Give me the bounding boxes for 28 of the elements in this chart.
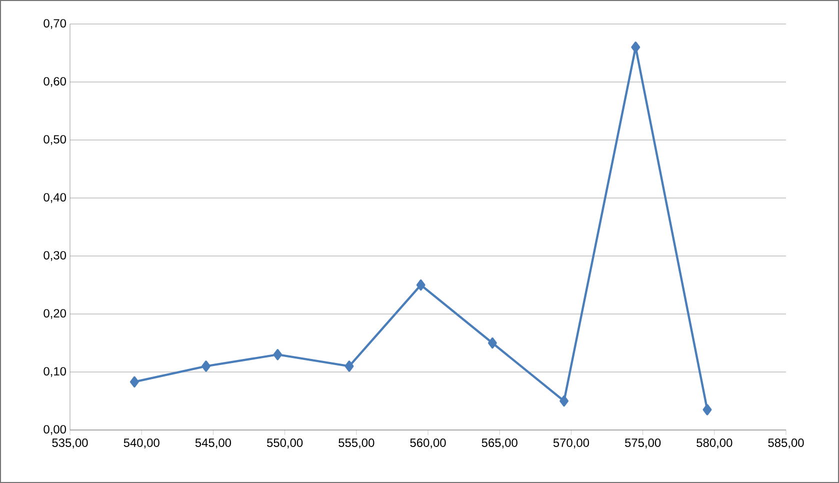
x-tick-label: 560,00	[410, 438, 446, 448]
point	[273, 349, 282, 360]
y-tick-label: 0,40	[44, 193, 66, 203]
y-tick-label: 0,30	[44, 251, 66, 261]
point	[560, 395, 568, 407]
point	[130, 376, 139, 388]
x-tick-label: 555,00	[338, 438, 374, 448]
point	[631, 42, 640, 53]
x-tick-label: 585,00	[768, 438, 804, 448]
point	[702, 404, 712, 416]
x-tick-label: 570,00	[553, 438, 590, 448]
x-tick-label: 575,00	[625, 438, 661, 448]
y-tick-label: 0,60	[44, 77, 66, 87]
x-tick-label: 545,00	[195, 438, 232, 448]
point	[344, 360, 354, 372]
x-tick-label: 580,00	[696, 438, 732, 448]
x-tick-label: 550,00	[267, 438, 303, 448]
point	[416, 279, 426, 291]
y-tick-label: 0,10	[44, 367, 66, 377]
y-tick-label: 0,00	[44, 425, 66, 435]
y-tick-label: 0,20	[44, 309, 66, 319]
point	[202, 360, 210, 372]
x-tick-label: 535,00	[52, 438, 88, 448]
x-tick-label: 565,00	[482, 438, 518, 448]
y-tick-label: 0,70	[44, 19, 66, 29]
y-tick-label: 0,50	[44, 135, 66, 145]
x-tick-label: 540,00	[124, 438, 160, 448]
point	[488, 337, 497, 349]
